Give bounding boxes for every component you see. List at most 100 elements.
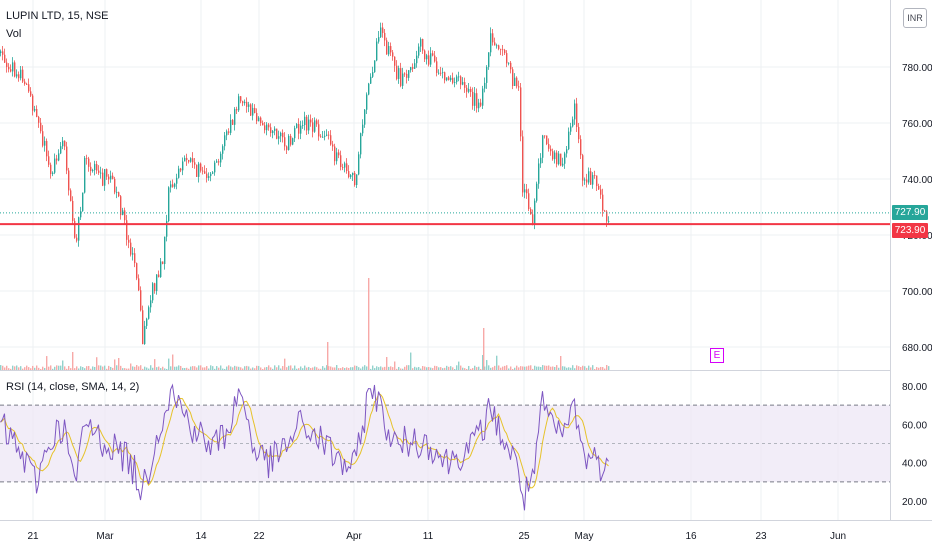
volume-bar [494, 365, 496, 370]
horizontal-price-line[interactable] [0, 212, 890, 226]
symbol-legend[interactable]: LUPIN LTD, 15, NSE [6, 10, 109, 22]
candle [478, 98, 480, 113]
volume-bar [338, 368, 340, 370]
candle [150, 295, 152, 313]
rsi-pane[interactable] [0, 383, 890, 511]
candle [410, 66, 412, 73]
volume-bar [586, 367, 588, 370]
candle-body [558, 153, 560, 165]
candle [86, 154, 88, 165]
volume-bar [200, 365, 202, 370]
volume-bar [70, 368, 72, 370]
candle [358, 151, 360, 176]
candle-body [460, 76, 462, 85]
volume-spike [483, 328, 485, 370]
candle [6, 58, 8, 73]
volume-bar [602, 367, 604, 370]
candle [526, 183, 528, 199]
candle [524, 183, 526, 199]
volume-bar [424, 366, 426, 370]
candle-body [530, 209, 532, 215]
candle [456, 74, 458, 85]
candle [326, 129, 328, 137]
candle [308, 114, 310, 135]
volume-bar [182, 367, 184, 370]
candle [492, 28, 494, 46]
candle [224, 131, 226, 151]
candle-body [244, 101, 246, 104]
candle [554, 150, 556, 164]
candle-body [284, 137, 286, 147]
candle [570, 122, 572, 136]
candle [404, 72, 406, 77]
volume-bar [322, 366, 324, 370]
candle-body [398, 68, 400, 79]
candle [450, 75, 452, 82]
candle [26, 82, 28, 86]
candle [230, 114, 232, 136]
volume-spike [327, 342, 329, 370]
candle [134, 248, 136, 268]
volume-bar [178, 365, 180, 370]
candle [244, 99, 246, 106]
candle [322, 131, 324, 138]
candle [400, 62, 402, 88]
volume-bar [284, 358, 286, 370]
candle [338, 149, 340, 159]
candle [278, 130, 280, 145]
earnings-flag-icon[interactable]: E [710, 348, 724, 363]
candle-body [468, 88, 470, 92]
volume-bar [412, 368, 414, 370]
volume-bar [302, 368, 304, 370]
volume-bar [482, 355, 484, 370]
candle [590, 167, 592, 185]
volume-bar [544, 365, 546, 370]
candle-body [102, 172, 104, 186]
volume-bar [22, 368, 24, 370]
candle-body [364, 109, 366, 125]
volume-bar [130, 363, 132, 370]
volume-bar [362, 366, 364, 370]
price-tick-label: 700.00 [902, 287, 932, 298]
volume-bar [596, 367, 598, 370]
candle [608, 216, 610, 225]
rsi-tick-label: 60.00 [902, 420, 927, 431]
candle [340, 150, 342, 171]
candle-body [88, 158, 90, 167]
volume-bar [516, 365, 518, 370]
volume-bar [328, 366, 330, 370]
candle [192, 152, 194, 168]
candle-body [408, 70, 410, 78]
volume-bar [310, 368, 312, 370]
candle-body [44, 140, 46, 146]
candlestick-series[interactable] [0, 22, 610, 345]
candle-body [434, 55, 436, 62]
volume-bar [12, 365, 14, 370]
volume-bar [134, 366, 136, 370]
volume-bar [50, 365, 52, 370]
candle-body [366, 94, 368, 110]
candle [442, 67, 444, 79]
candle [602, 188, 604, 217]
candle-body [114, 178, 116, 193]
rsi-legend[interactable]: RSI (14, close, SMA, 14, 2) [6, 381, 140, 393]
currency-badge[interactable]: INR [903, 8, 927, 28]
candle [568, 127, 570, 151]
candle [196, 164, 198, 178]
candle-body [262, 122, 264, 126]
volume-bar [90, 368, 92, 370]
volume-bar [568, 367, 570, 370]
candle-body [464, 82, 466, 88]
candle [550, 145, 552, 156]
volume-bar [300, 366, 302, 370]
volume-bar [372, 365, 374, 370]
candle-body [326, 134, 328, 136]
volume-legend[interactable]: Vol [6, 28, 22, 40]
volume-bar [170, 366, 172, 370]
candle-body [274, 128, 276, 131]
x-tick-label: 25 [518, 531, 530, 542]
candle [132, 247, 134, 261]
volume-bar [188, 368, 190, 370]
candle-body [532, 214, 534, 225]
